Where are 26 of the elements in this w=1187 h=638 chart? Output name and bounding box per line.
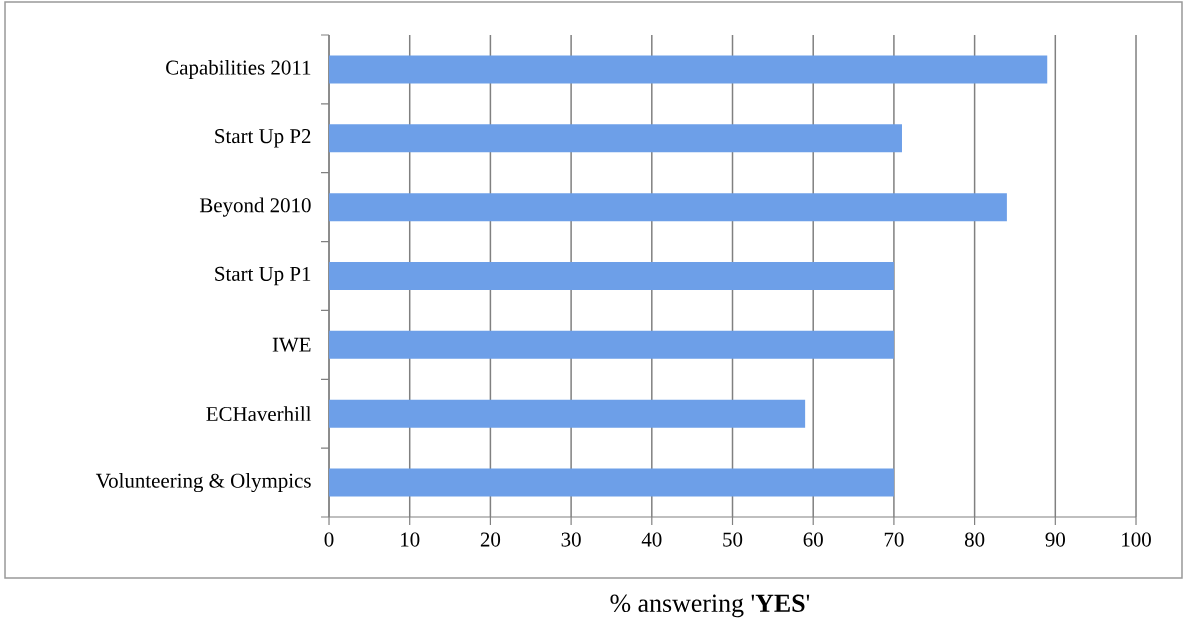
x-tick-label: 100 [1122, 532, 1151, 547]
x-tick-label: 30 [561, 532, 581, 547]
bar [329, 468, 894, 497]
x-tick-label: 10 [401, 532, 420, 547]
y-tick-label: Capabilities 2011 [166, 59, 311, 79]
y-tick-label: Start Up P2 [215, 129, 311, 148]
x-tick-label: 80 [964, 532, 985, 547]
y-tick-label: Volunteering & Olympics [95, 473, 311, 493]
x-tick-label: 20 [480, 532, 501, 547]
x-tick-label: 90 [1045, 532, 1065, 547]
bar [329, 55, 1048, 84]
y-tick-label: IWE [272, 337, 311, 352]
x-tick-label: 60 [803, 532, 823, 547]
bar [329, 193, 1007, 222]
x-tick-label: 50 [723, 532, 743, 547]
y-tick-label: ECHaverhill [206, 406, 312, 422]
x-axis-title: % answering 'YES' [610, 594, 810, 618]
bar [329, 124, 902, 153]
x-tick-label: 0 [324, 532, 334, 547]
x-tick-label: 70 [884, 532, 904, 547]
y-tick-label: Beyond 2010 [199, 197, 311, 217]
bar [329, 399, 806, 428]
bar [329, 330, 894, 359]
y-tick-label: Start Up P1 [215, 266, 311, 286]
x-tick-label: 40 [641, 532, 662, 547]
bar [329, 261, 894, 290]
